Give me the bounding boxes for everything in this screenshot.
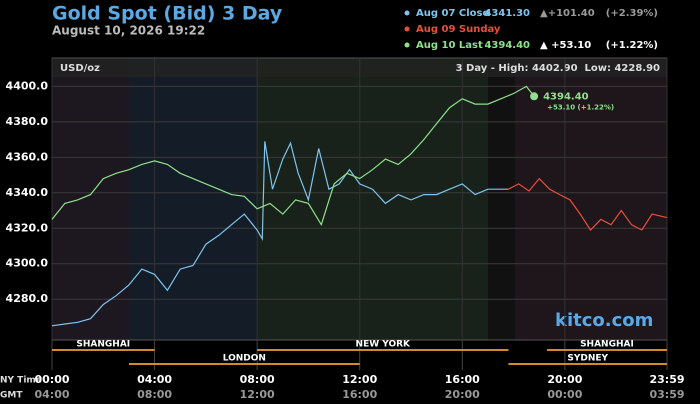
unit-label: USD/oz [60,63,100,74]
x-tick-label: 08:00 [240,373,275,386]
session-label: SHANGHAI [580,340,634,350]
legend-value: 4394.40 [484,40,530,51]
legend-value: 4341.30 [484,8,530,19]
x-tick-label: 20:00 [547,373,582,386]
line [51,85,535,227]
shade [488,58,515,340]
y-tick-label: 4400.0 [6,79,49,92]
x-tick-label: 04:00 [137,373,172,386]
y-tick-label: 4340.0 [6,186,49,199]
session-label: SYDNEY [567,354,608,364]
shade [257,58,488,340]
session-label: NEW YORK [356,340,412,350]
annotation-value: 4394.40 [543,91,589,102]
x-tick-label: 12:00 [342,373,377,386]
legend-change: ▲+101.40 [540,8,595,19]
y-tick-label: 4280.0 [6,292,49,305]
legend-marker [404,10,410,16]
chart-title: Gold Spot (Bid) 3 Day [52,3,283,25]
chart-subtitle: August 10, 2026 19:22 [52,24,205,38]
x2-tick-label: 12:00 [240,388,275,401]
legend-change: ▲ +53.10 [540,40,591,51]
range-text: 3 Day - High: 4402.90 Low: 4228.90 [456,63,660,74]
watermark: kitco.com [555,310,653,331]
x-axis-label: NY Time [0,376,42,386]
line [508,177,668,231]
session-label: LONDON [223,354,266,364]
x-tick-label: 16:00 [445,373,480,386]
legend-marker [404,26,410,32]
x-tick-label: 23:59 [649,373,684,386]
x2-tick-label: 00:00 [547,388,582,401]
x2-tick-label: 16:00 [342,388,377,401]
legend-pct: (+2.39%) [606,8,658,19]
shade [515,58,667,340]
x2-axis-label: GMT [0,391,23,401]
y-tick-label: 4320.0 [6,221,49,234]
session-shading [52,58,667,340]
shade [129,58,257,340]
legend-label: Aug 07 Close [416,8,489,19]
y-tick-label: 4360.0 [6,150,49,163]
y-tick-label: 4300.0 [6,257,49,270]
annotation-change: +53.10 (+1.22%) [547,103,614,111]
last-point [530,92,539,101]
x2-tick-label: 04:00 [34,388,69,401]
legend-label: Aug 09 Sunday [416,24,501,35]
x2-tick-label: 20:00 [445,388,480,401]
legend-pct: (+1.22%) [606,40,658,51]
legend-label: Aug 10 Last [416,40,483,51]
shade [52,58,129,340]
line [51,141,509,327]
y-tick-label: 4380.0 [6,115,49,128]
x2-tick-label: 03:59 [649,388,684,401]
x-tick-label: 00:00 [34,373,69,386]
legend-marker [404,42,410,48]
x2-tick-label: 08:00 [137,388,172,401]
session-label: SHANGHAI [76,340,130,350]
